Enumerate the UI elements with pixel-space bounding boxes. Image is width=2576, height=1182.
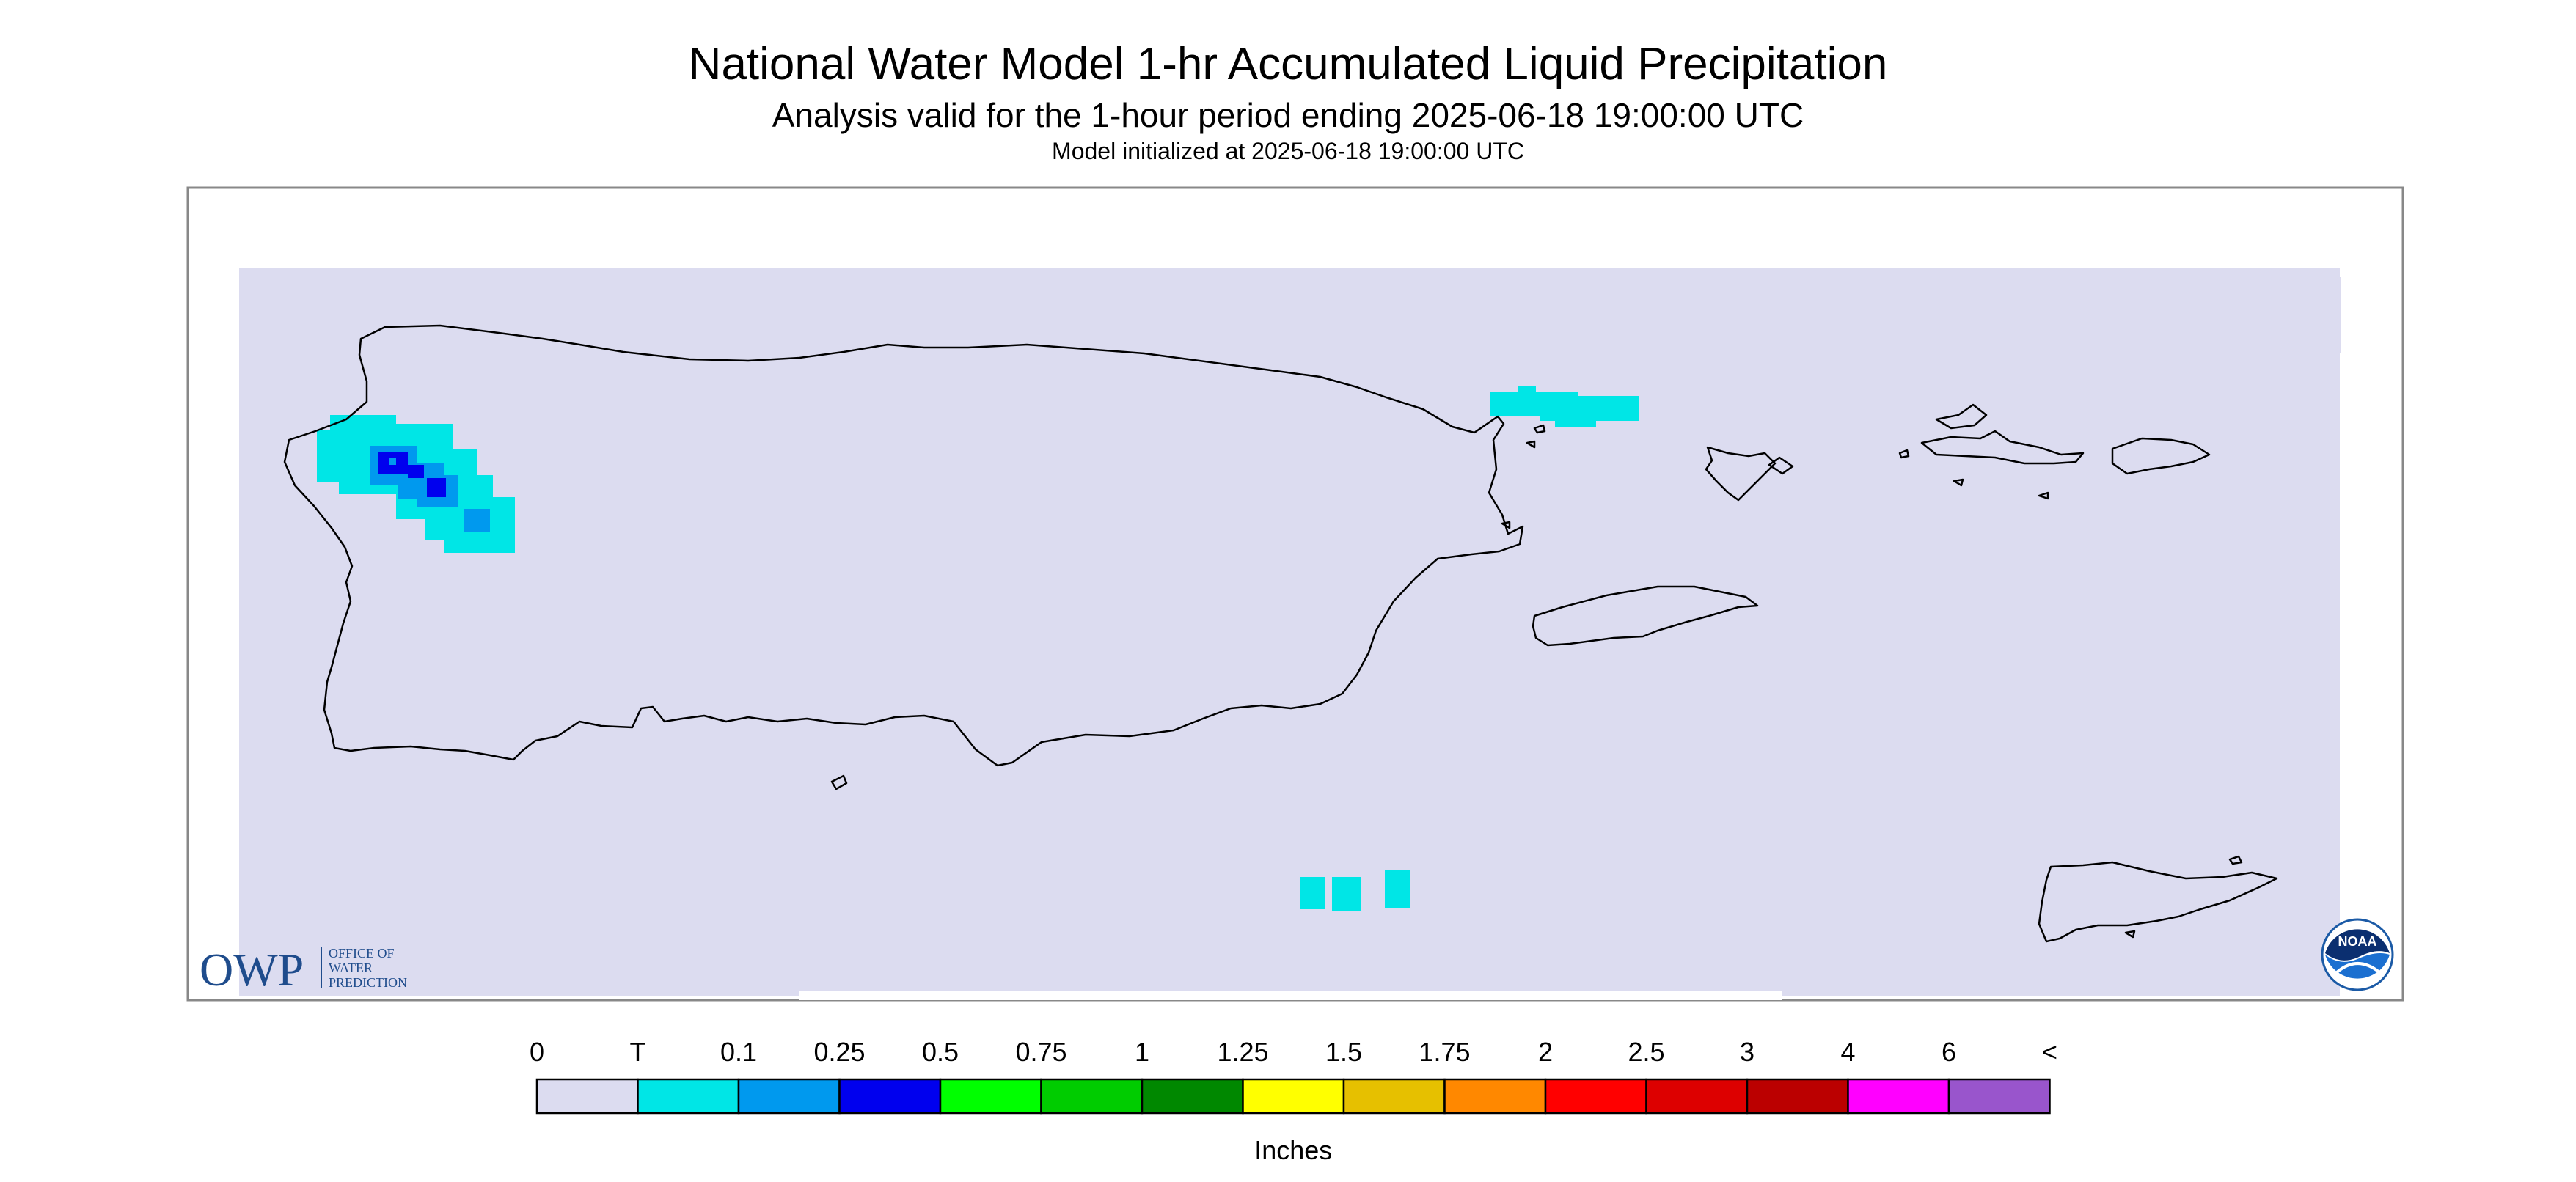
owp-logo-letters: OWP	[200, 944, 304, 996]
coastline-tortola-bvi	[1935, 403, 1988, 430]
colorbar-tick-label: T	[629, 1037, 646, 1067]
coastline-st-john	[2111, 437, 2211, 475]
coastline-mona-islet	[830, 774, 848, 790]
colorbar-swatch	[1947, 1078, 2051, 1115]
coastline-buck-island	[2228, 855, 2243, 865]
map-subtitle: Analysis valid for the 1-hour period end…	[772, 96, 1804, 134]
colorbar-tick-label: 1	[1134, 1037, 1150, 1067]
colorbar-swatch	[1847, 1078, 1950, 1115]
colorbar-swatch	[1242, 1078, 1345, 1115]
colorbar-tick-label: 2	[1537, 1037, 1554, 1067]
colorbar-tick-label: 2.5	[1628, 1037, 1665, 1067]
precip-cell-trace	[1300, 870, 1410, 911]
colorbar-swatch	[535, 1078, 639, 1115]
precip-cell-light	[389, 458, 396, 465]
model-domain	[239, 268, 2340, 996]
colorbar-swatch	[838, 1078, 942, 1115]
colorbar-swatch	[939, 1078, 1042, 1115]
colorbar-swatch	[1645, 1078, 1749, 1115]
colorbar-swatch	[1544, 1078, 1647, 1115]
colorbar-tick-label: 3	[1739, 1037, 1755, 1067]
colorbar-swatch	[637, 1078, 740, 1115]
coastline-st-croix	[2038, 861, 2278, 943]
colorbar-tick-label: 0.1	[720, 1037, 758, 1067]
colorbar-unit-label: Inches	[1254, 1135, 1333, 1165]
precipitation-colorbar	[535, 1078, 2051, 1115]
colorbar-swatch	[737, 1078, 841, 1115]
colorbar-tick-label: 0	[529, 1037, 545, 1067]
colorbar-tick-label: 1.75	[1419, 1037, 1471, 1067]
coastline-culebrita	[1768, 456, 1794, 475]
colorbar-swatch	[1746, 1078, 1849, 1115]
model-init-time: Model initialized at 2025-06-18 19:00:00…	[1052, 138, 1524, 164]
colorbar-tick-label: 1.5	[1325, 1037, 1363, 1067]
colorbar-tick-label: 0.5	[921, 1037, 959, 1067]
domain-gap	[799, 991, 1782, 1000]
owp-logo-line-3: PREDICTION	[329, 975, 407, 990]
colorbar-swatch	[1342, 1078, 1446, 1115]
colorbar-tick-label: 1.25	[1217, 1037, 1269, 1067]
colorbar-tick-label: 0.25	[813, 1037, 866, 1067]
map-title: National Water Model 1-hr Accumulated Li…	[688, 39, 1888, 89]
colorbar-tick-label: 6	[1941, 1037, 1957, 1067]
colorbar-swatch	[1040, 1078, 1144, 1115]
coastlines	[283, 324, 2278, 943]
colorbar-tick-label: 4	[1840, 1037, 1856, 1067]
precipitation-layer	[317, 386, 1639, 911]
coastline-islets	[1501, 424, 2136, 939]
precip-cell-trace	[1490, 386, 1639, 427]
noaa-logo: NOAA	[2321, 918, 2394, 991]
domain-edge	[2332, 277, 2341, 353]
owp-logo-line-1: OFFICE OF	[329, 946, 395, 961]
coastline-puerto-rico	[283, 324, 1524, 767]
colorbar-swatch	[1443, 1078, 1547, 1115]
owp-logo-line-2: WATER	[329, 961, 373, 975]
owp-logo: OWP OFFICE OF WATER PREDICTION	[200, 944, 407, 996]
coastline-culebra	[1705, 446, 1777, 502]
coastline-st-thomas	[1920, 430, 2085, 465]
coastline-vieques	[1532, 585, 1759, 647]
colorbar-tick-label: <	[2041, 1037, 2058, 1067]
noaa-logo-text: NOAA	[2338, 934, 2377, 949]
colorbar-tick-label: 0.75	[1015, 1037, 1067, 1067]
colorbar-swatch	[1141, 1078, 1244, 1115]
